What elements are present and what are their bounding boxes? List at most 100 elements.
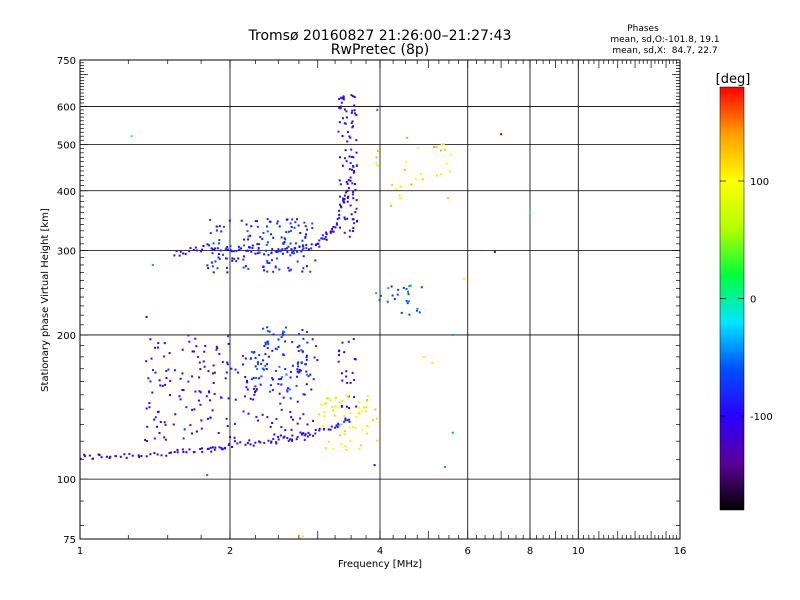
data-point [264, 353, 267, 356]
data-point [343, 201, 346, 204]
data-point [233, 436, 236, 439]
data-point [365, 406, 368, 409]
data-point [348, 135, 351, 138]
data-point [318, 427, 321, 430]
data-point [271, 248, 274, 251]
data-point [332, 448, 335, 451]
data-point [407, 293, 410, 296]
data-point [198, 361, 201, 364]
data-point [340, 422, 343, 425]
data-point [213, 371, 216, 374]
data-point [387, 287, 390, 290]
data-point [266, 241, 269, 244]
data-point [296, 436, 299, 439]
data-point [329, 230, 332, 233]
data-point [226, 271, 229, 274]
data-point [114, 455, 117, 458]
data-point [278, 268, 281, 271]
data-point [352, 197, 355, 200]
data-point [420, 286, 423, 289]
data-point [279, 434, 282, 437]
data-point [254, 385, 257, 388]
data-point [355, 139, 358, 142]
data-point [282, 333, 285, 336]
data-point [337, 360, 340, 363]
data-point [354, 426, 357, 429]
data-point [395, 187, 398, 190]
data-point [375, 162, 378, 165]
data-point [349, 440, 352, 443]
data-point [221, 253, 224, 256]
data-point [297, 361, 300, 364]
data-point [349, 412, 352, 415]
data-point [201, 248, 204, 251]
data-point [301, 248, 304, 251]
data-point [282, 354, 285, 357]
data-point [329, 399, 332, 402]
data-point [226, 425, 229, 428]
data-point [280, 236, 283, 239]
data-point [306, 228, 309, 231]
data-point [149, 380, 152, 383]
data-point [322, 428, 325, 431]
data-point [442, 142, 445, 145]
data-point [248, 246, 251, 249]
data-point [348, 418, 351, 421]
data-point [281, 252, 284, 255]
data-point [189, 424, 192, 427]
data-point [338, 213, 341, 216]
data-point [361, 428, 364, 431]
data-point [431, 361, 434, 364]
data-point [259, 383, 262, 386]
phase-box-line-x: mean, sd,X: 84.7, 22.7 [612, 46, 717, 56]
data-point [352, 165, 355, 168]
data-point [267, 343, 270, 346]
data-point [164, 423, 167, 426]
data-point [229, 248, 232, 251]
data-point [293, 252, 296, 255]
data-point [266, 259, 269, 262]
data-point [307, 248, 310, 251]
data-point [346, 419, 349, 422]
data-point [252, 444, 255, 447]
data-point [232, 250, 235, 253]
data-point [353, 396, 356, 399]
data-point [366, 400, 369, 403]
data-point [306, 330, 309, 333]
data-point [320, 237, 323, 240]
data-point [375, 417, 378, 420]
data-point [306, 341, 309, 344]
data-point [307, 375, 310, 378]
data-point [355, 207, 358, 210]
data-point [215, 345, 218, 348]
data-point [300, 349, 303, 352]
data-point [228, 219, 231, 222]
data-point [311, 222, 314, 225]
data-point [391, 294, 394, 297]
data-point [215, 229, 218, 232]
data-point [176, 448, 179, 451]
data-point [335, 222, 338, 225]
data-point [243, 255, 246, 258]
data-point [354, 112, 357, 115]
data-point [226, 363, 229, 366]
data-point [293, 226, 296, 229]
data-point [244, 357, 247, 360]
data-point [325, 233, 328, 236]
data-point [357, 412, 360, 415]
data-point [311, 227, 314, 230]
data-point [203, 350, 206, 353]
data-point [314, 244, 317, 247]
data-point [405, 287, 408, 290]
data-point [339, 425, 342, 428]
data-point [256, 419, 259, 422]
data-point [310, 388, 313, 391]
data-point [338, 179, 341, 182]
data-point [185, 406, 188, 409]
data-point [245, 386, 248, 389]
data-point [305, 247, 308, 250]
data-point [359, 444, 362, 447]
data-point [235, 260, 238, 263]
data-point [280, 376, 283, 379]
data-point [233, 258, 236, 261]
